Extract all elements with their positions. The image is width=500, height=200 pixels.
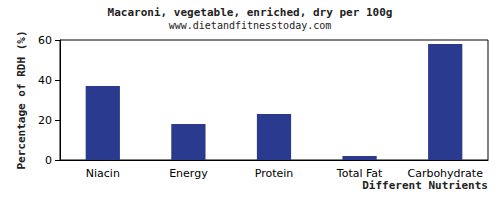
svg-text:Protein: Protein — [255, 167, 294, 180]
svg-text:Total Fat: Total Fat — [336, 167, 383, 180]
svg-text:Niacin: Niacin — [86, 167, 120, 180]
svg-text:0: 0 — [45, 154, 52, 167]
svg-text:Macaroni, vegetable, enriched,: Macaroni, vegetable, enriched, dry per 1… — [108, 6, 393, 19]
svg-text:60: 60 — [38, 34, 52, 47]
svg-text:www.dietandfitnesstoday.com: www.dietandfitnesstoday.com — [169, 20, 332, 31]
svg-text:20: 20 — [38, 114, 52, 127]
svg-text:Different Nutrients: Different Nutrients — [362, 179, 488, 192]
svg-text:Carbohydrate: Carbohydrate — [407, 167, 483, 180]
svg-text:Percentage of RDH (%): Percentage of RDH (%) — [15, 30, 28, 169]
svg-text:Energy: Energy — [169, 167, 208, 180]
svg-text:40: 40 — [38, 74, 52, 87]
